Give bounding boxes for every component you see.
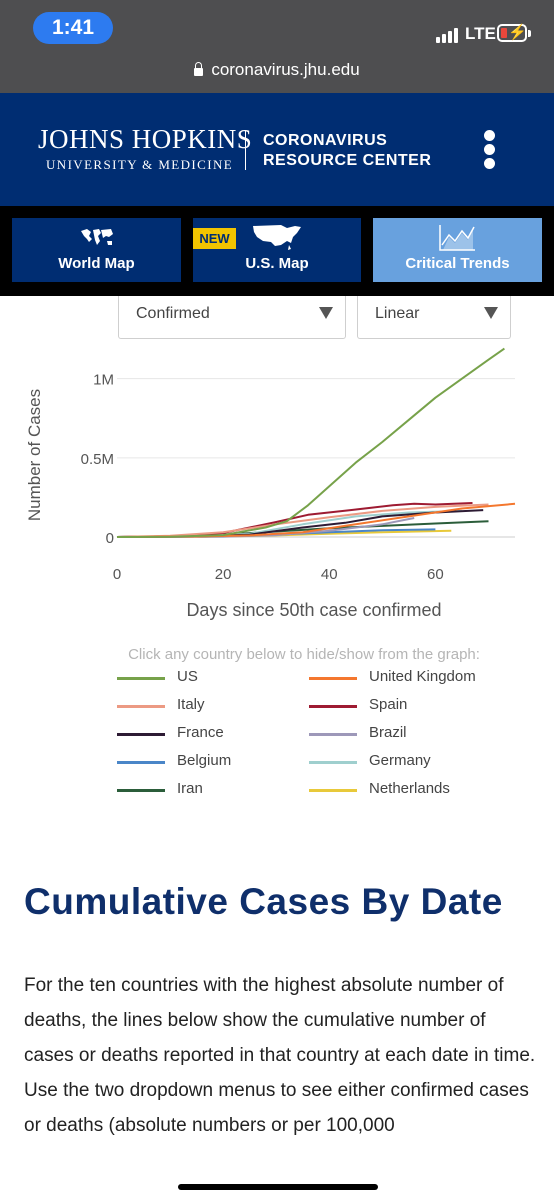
legend-swatch	[309, 789, 357, 792]
site-title-line1: CORONAVIRUS	[263, 132, 388, 149]
chevron-down-icon	[484, 307, 498, 319]
network-type: LTE	[465, 24, 496, 43]
battery-tip	[528, 30, 531, 37]
tab-us-map-label: U.S. Map	[245, 255, 309, 272]
x-axis-title: Days since 50th case confirmed	[186, 600, 441, 620]
metric-dropdown[interactable]: Confirmed	[118, 296, 346, 339]
trend-chart: 0 0.5M 1M 0 20 40 60 Number of Cases Days sinc…	[25, 347, 516, 620]
logo-line2: UNIVERSITY & MEDICINE	[46, 157, 234, 172]
section-body: For the ten countries with the highest a…	[24, 975, 536, 1136]
legend-label: Netherlands	[369, 780, 450, 797]
legend-label: Iran	[177, 780, 203, 797]
tab-critical-trends[interactable]: Critical Trends	[373, 218, 542, 282]
section-title: Cumulative Cases By Date	[24, 881, 503, 922]
jhu-logo[interactable]: JOHNS HOPKINS UNIVERSITY & MEDICINE	[38, 124, 252, 173]
legend-label: Spain	[369, 696, 408, 713]
site-title[interactable]: CORONAVIRUS RESOURCE CENTER	[263, 131, 431, 171]
scale-dropdown[interactable]: Linear	[357, 296, 511, 339]
status-time: 1:41	[33, 12, 113, 44]
trend-chart-icon	[439, 225, 475, 251]
address-bar[interactable]: coronavirus.jhu.edu	[0, 60, 554, 80]
tab-us-map[interactable]: NEW U.S. Map	[193, 218, 361, 282]
legend-swatch	[309, 705, 357, 708]
cellular-signal-icon	[436, 27, 460, 43]
legend-swatch	[117, 733, 165, 736]
tab-critical-trends-label: Critical Trends	[405, 255, 510, 272]
new-badge: NEW	[193, 228, 236, 249]
home-indicator	[178, 1184, 378, 1190]
tab-world-map-label: World Map	[58, 255, 135, 272]
legend-swatch	[309, 677, 357, 680]
y-tick-label: 0	[106, 530, 114, 547]
series-line-italy	[116, 503, 489, 538]
legend-label: Italy	[177, 696, 205, 713]
legend-helper-text: Click any country below to hide/show fro…	[128, 646, 480, 663]
chevron-down-icon	[319, 307, 333, 319]
world-map-icon	[81, 229, 113, 245]
y-tick-label: 0.5M	[81, 451, 114, 468]
legend-label: France	[177, 724, 224, 741]
legend-swatch	[117, 761, 165, 764]
status-bar: 1:41 LTE ⚡ coronavirus.jhu.edu	[0, 0, 554, 93]
legend-swatch	[117, 705, 165, 708]
series-line-us	[116, 347, 505, 538]
legend-swatch	[117, 677, 165, 680]
legend-label: Belgium	[177, 752, 232, 769]
site-title-line2: RESOURCE CENTER	[263, 152, 432, 169]
x-tick-label: 40	[321, 566, 338, 583]
metric-dropdown-value: Confirmed	[136, 305, 210, 322]
logo-line1: JOHNS HOPKINS	[38, 124, 253, 154]
lock-icon	[194, 62, 204, 76]
site-header	[0, 93, 554, 206]
tab-world-map[interactable]: World Map	[12, 218, 181, 282]
y-axis-title: Number of Cases	[25, 389, 44, 521]
legend-label: US	[177, 668, 198, 685]
legend-label: Brazil	[369, 724, 407, 741]
legend-swatch	[309, 761, 357, 764]
legend-swatch	[309, 733, 357, 736]
us-map-icon	[253, 225, 301, 250]
kebab-menu-icon[interactable]	[481, 130, 499, 170]
header-divider	[245, 130, 246, 170]
x-tick-label: 20	[215, 566, 232, 583]
x-tick-label: 0	[113, 566, 121, 583]
scale-dropdown-value: Linear	[375, 305, 420, 322]
battery-icon: ⚡	[497, 24, 527, 42]
x-tick-label: 60	[427, 566, 444, 583]
legend-swatch	[117, 789, 165, 792]
url-text: coronavirus.jhu.edu	[211, 60, 360, 79]
y-tick-label: 1M	[93, 372, 114, 389]
legend-label: Germany	[369, 752, 431, 769]
legend-label: United Kingdom	[369, 668, 476, 685]
